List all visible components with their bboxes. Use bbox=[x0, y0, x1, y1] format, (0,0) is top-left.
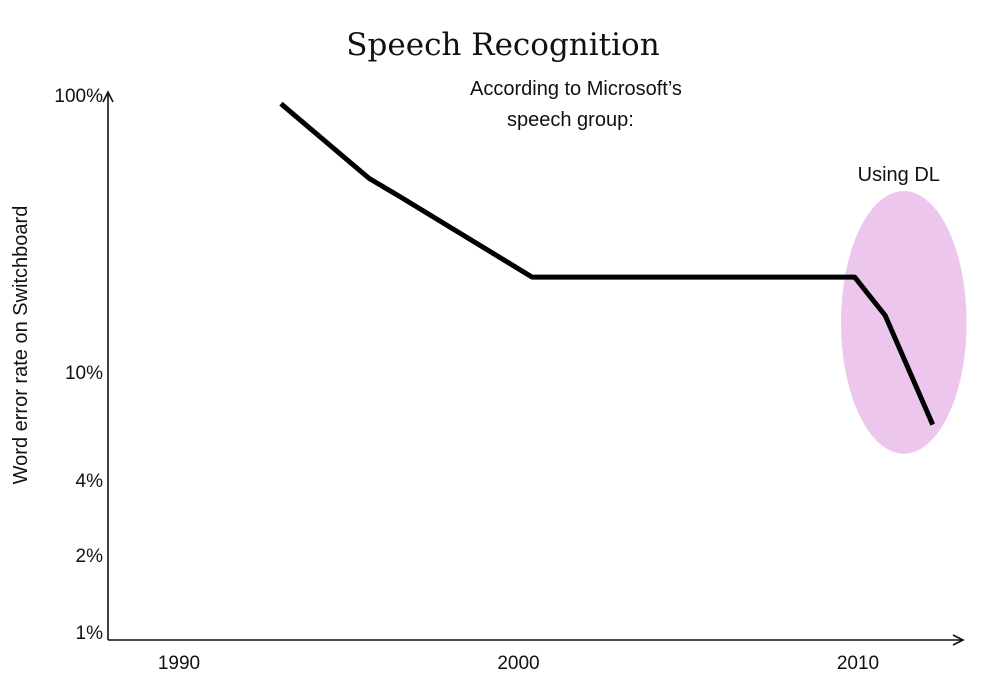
y-tick-labels: 100% 10% 4% 2% 1% bbox=[54, 86, 103, 644]
x-axis-arrow bbox=[952, 634, 965, 646]
y-tick-label: 2% bbox=[76, 546, 104, 567]
deep-learning-highlight bbox=[841, 191, 967, 454]
y-tick-label: 100% bbox=[54, 86, 103, 107]
y-axis-arrow bbox=[102, 90, 114, 103]
x-tick-labels: 1990 2000 2010 bbox=[158, 653, 879, 674]
x-tick-label: 1990 bbox=[158, 653, 200, 674]
chart-title: Speech Recognition bbox=[346, 27, 659, 63]
subtitle-line-1: According to Microsoft’s bbox=[470, 78, 682, 100]
y-tick-label: 4% bbox=[76, 471, 104, 492]
subtitle-line-2: speech group: bbox=[507, 109, 634, 131]
y-tick-label: 10% bbox=[65, 363, 103, 384]
x-tick-label: 2010 bbox=[837, 653, 879, 674]
y-axis-label: Word error rate on Switchboard bbox=[10, 206, 32, 485]
annotation-using-dl: Using DL bbox=[858, 164, 940, 186]
series-line-word-error-rate bbox=[279, 101, 935, 426]
y-tick-label: 1% bbox=[76, 623, 104, 644]
x-tick-label: 2000 bbox=[497, 653, 539, 674]
